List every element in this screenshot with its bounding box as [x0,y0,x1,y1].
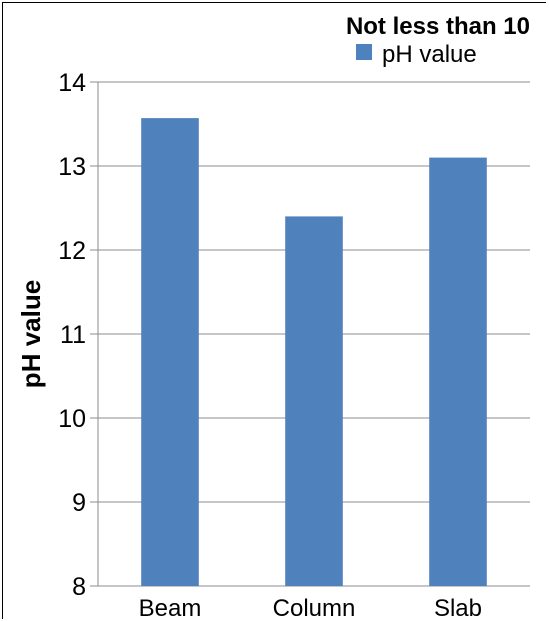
y-tick-label: 14 [58,69,86,97]
y-tick-label: 12 [58,237,86,265]
x-tick-label: Beam [139,595,202,621]
x-tick-label: Slab [434,595,482,621]
bar-beam [141,118,199,587]
y-tick-labels: 8 9 10 11 12 13 14 [58,69,86,601]
legend-swatch [356,44,372,60]
x-tick-label: Column [273,595,356,621]
legend-entry: pH value [382,41,477,68]
y-tick-label: 10 [58,405,86,433]
legend-title: Not less than 10 [346,13,530,40]
x-tick-labels: Beam Column Slab [139,595,482,621]
y-tick-label: 11 [60,321,86,349]
bar-slab [429,157,487,586]
y-tick-label: 9 [72,489,86,517]
legend: Not less than 10 pH value [346,13,530,68]
y-tick-label: 8 [72,573,86,601]
y-axis-label: pH value [16,280,46,388]
y-tick-label: 13 [58,153,86,181]
bars [141,118,487,587]
bar-column [285,216,343,586]
